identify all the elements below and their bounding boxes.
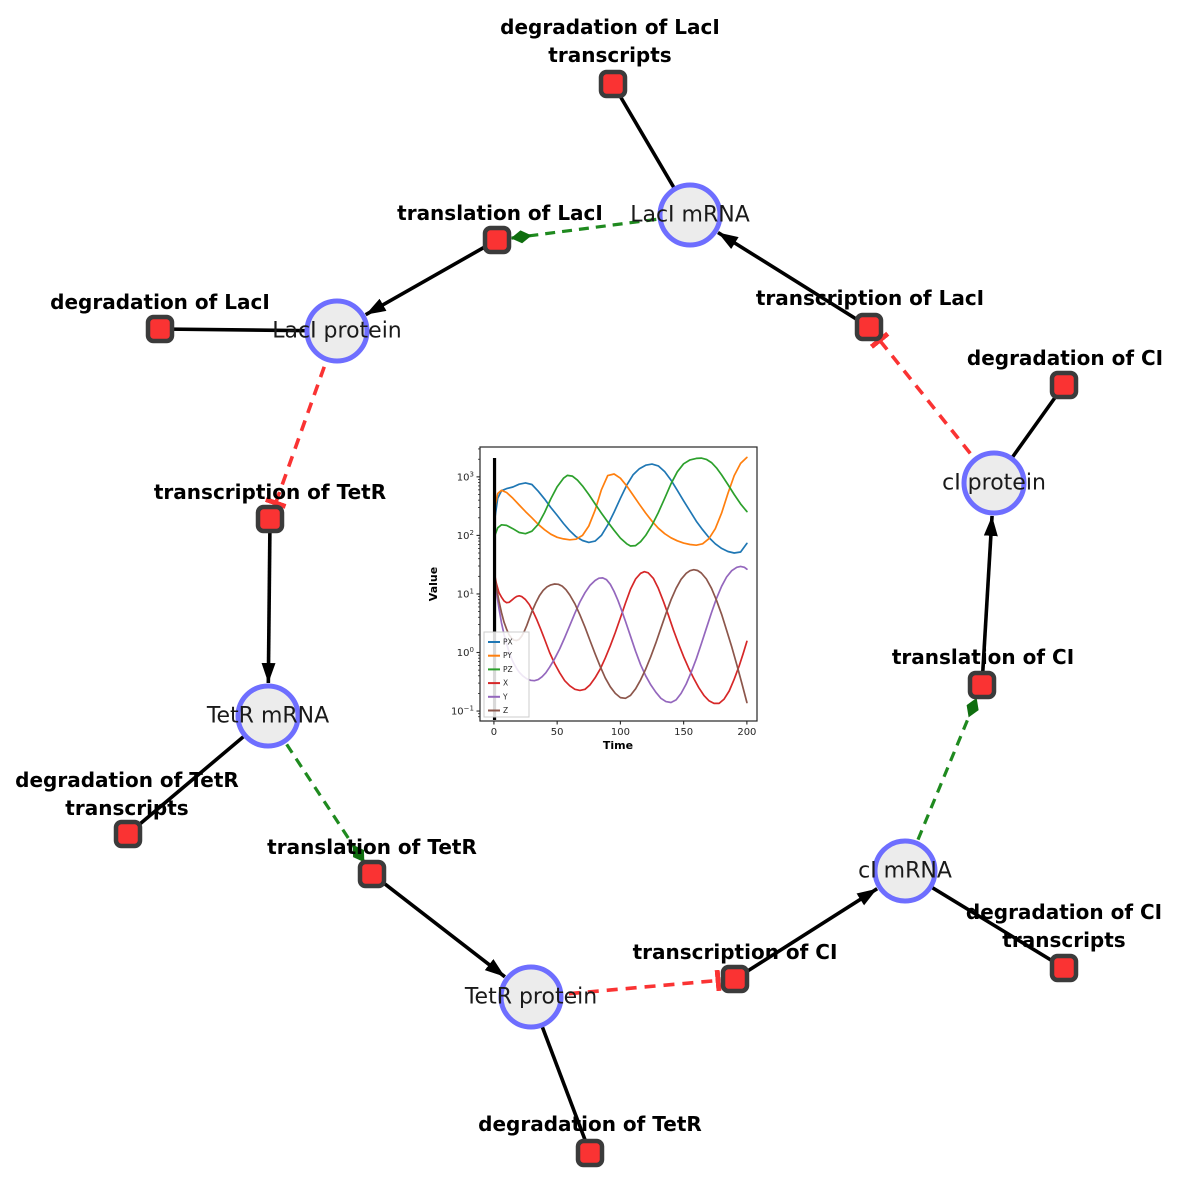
edge-lacI_protein-transcr_tetR-inhibition [264,330,339,509]
y-tick-label: 102 [457,529,474,542]
reaction-label-transl_cI: translation of CI [892,645,1074,669]
reaction-node-deg_lacI [145,314,175,344]
reaction-node-transl_cI [967,670,997,700]
edge-transcr_lacI-lacI_mRNA-production [717,230,870,329]
reaction-label-deg_lacI_transcripts: degradation of LacI transcripts [500,15,720,67]
edge-transcr_tetR-tetR_mRNA-production [261,518,276,684]
species-label-tetR_protein: TetR protein [464,985,597,1010]
x-tick-label: 150 [674,727,693,738]
reaction-node-transcr_tetR [255,504,285,534]
nodes-layer [113,69,1079,1168]
reaction-node-deg_cI_transcripts [1049,953,1079,983]
species-node-tetR_protein [498,964,564,1030]
reaction-node-transl_lacI [482,225,512,255]
chart-background [424,429,776,763]
species-label-cI_mRNA: cI mRNA [858,859,952,884]
reaction-label-transcr_tetR: transcription of TetR [154,480,386,504]
reaction-label-transl_tetR: translation of TetR [267,835,477,859]
species-node-lacI_protein [304,298,370,364]
reaction-node-deg_tetR [575,1138,605,1168]
edge-cI_protein-transcr_lacI-inhibition [869,331,996,485]
chart-legend-box [483,631,530,718]
chart-xlabel: Time [603,739,633,752]
legend-label-X: X [503,679,508,688]
series-line-PX [493,463,748,554]
species-node-cI_mRNA [872,838,938,904]
y-tick-label: 100 [457,646,474,659]
reaction-node-deg_tetR_transcripts [113,819,143,849]
y-tick-label: 10−1 [451,705,474,718]
labels-layer: LacI mRNA LacI protein TetR mRNA TetR prote… [15,15,1163,1136]
edge-transl_lacI-lacI_protein-production [364,238,498,317]
x-tick-label: 200 [737,727,756,738]
reaction-node-transcr_lacI [854,312,884,342]
legend-label-Z: Z [503,706,508,715]
y-tick-label: 101 [457,587,474,600]
series-line-X [493,569,748,705]
reaction-label-transcr_cI: transcription of CI [633,940,838,964]
species-label-cI_protein: cI protein [942,471,1046,496]
series-line-PY [493,456,748,547]
species-label-lacI_protein: LacI protein [272,319,402,344]
reaction-label-deg_cI: degradation of CI [967,346,1163,370]
species-label-lacI_mRNA: LacI mRNA [630,203,750,228]
edge-tetR_mRNA-transl_tetR-activation [266,715,366,864]
edge-transl_cI-cI_protein-production [980,515,998,686]
chart-ylabel: Value [427,567,440,601]
reaction-label-deg_tetR: degradation of TetR [478,1112,702,1136]
species-node-cI_protein [961,450,1027,516]
species-node-tetR_mRNA [235,683,301,749]
plot-spines [479,446,758,722]
reaction-node-transl_tetR [357,859,387,889]
x-tick-label: 0 [491,727,497,738]
reaction-label-deg_lacI: degradation of LacI [50,290,270,314]
reaction-label-deg_cI_transcripts: degradation of CI transcripts [966,900,1162,952]
x-tick-label: 50 [551,727,564,738]
edge-transcr_cI-cI_mRNA-production [734,887,879,981]
series-line-PZ [493,457,748,547]
edge-cI_mRNA-transl_cI-activation [903,697,979,872]
reaction-node-transcr_cI [720,964,750,994]
legend-label-Y: Y [502,692,508,701]
reaction-label-transcr_lacI: transcription of LacI [756,286,984,310]
legend-label-PX: PX [503,638,513,647]
reaction-node-deg_lacI_transcripts [598,69,628,99]
edge-transl_tetR-tetR_protein-production [370,872,506,979]
edge-tetR_protein-transcr_cI-inhibition [530,969,722,999]
reaction-node-deg_cI [1049,370,1079,400]
species-node-lacI_mRNA [657,182,723,248]
x-tick-label: 100 [611,727,630,738]
legend-label-PY: PY [503,651,512,660]
reaction-label-deg_tetR_transcripts: degradation of TetR transcripts [15,768,239,820]
legend-label-PZ: PZ [503,665,513,674]
y-tick-label: 103 [457,470,474,483]
reaction-label-transl_lacI: translation of LacI [397,201,603,225]
chart-plot-area: 0 50 100 150 200 103 102 101 100 10−1 PX PY PZ XYZ [451,446,758,738]
species-label-tetR_mRNA: TetR mRNA [206,704,329,729]
edge-lacI_mRNA-transl_lacI-activation [510,213,691,244]
